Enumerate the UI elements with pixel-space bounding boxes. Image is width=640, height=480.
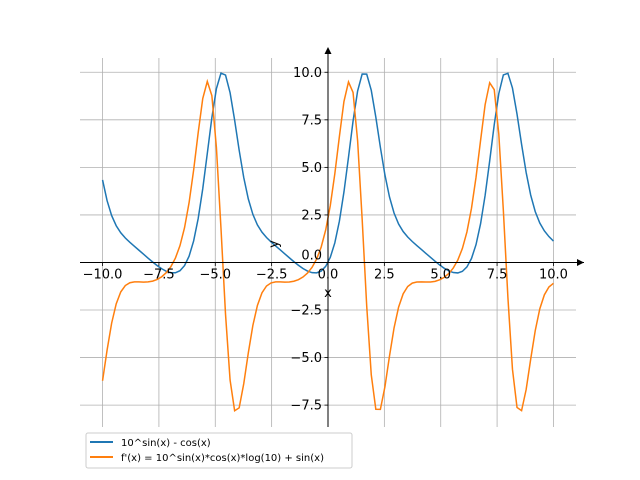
legend-box bbox=[85, 432, 353, 469]
x-tick-label: −10.0 bbox=[83, 267, 123, 282]
x-axis-arrow-icon bbox=[577, 258, 584, 266]
y-tick-label: 2.5 bbox=[301, 208, 322, 223]
y-axis-label: y bbox=[267, 240, 282, 248]
y-tick-label: 7.5 bbox=[301, 113, 322, 128]
x-tick-label: −5.0 bbox=[199, 267, 231, 282]
axes bbox=[80, 47, 584, 427]
y-tick-label: −5.0 bbox=[290, 351, 322, 366]
x-tick-label: 10.0 bbox=[539, 267, 568, 282]
x-tick-label: 5.0 bbox=[430, 267, 451, 282]
y-tick-label: 0.0 bbox=[301, 248, 322, 263]
legend-label-1: f'(x) = 10^sin(x)*cos(x)*log(10) + sin(x… bbox=[121, 453, 324, 464]
legend: 10^sin(x) - cos(x) f'(x) = 10^sin(x)*cos… bbox=[85, 432, 353, 469]
y-tick-label: −7.5 bbox=[290, 399, 322, 414]
x-tick-label: −7.5 bbox=[143, 267, 175, 282]
y-tick-label: −2.5 bbox=[290, 304, 322, 319]
x-axis-label: x bbox=[324, 286, 332, 301]
x-tick-label: 0.0 bbox=[318, 267, 339, 282]
y-tick-label: 10.0 bbox=[293, 66, 322, 81]
x-tick-label: 7.5 bbox=[487, 267, 508, 282]
x-tick-label: 2.5 bbox=[374, 267, 395, 282]
x-tick-label: −2.5 bbox=[256, 267, 288, 282]
legend-label-0: 10^sin(x) - cos(x) bbox=[121, 438, 211, 449]
tick-labels: −10.0 −7.5 −5.0 −2.5 0.0 2.5 5.0 7.5 10.0 −7.5 −5.… bbox=[83, 66, 568, 414]
y-axis-arrow-icon bbox=[324, 47, 332, 54]
y-tick-label: 5.0 bbox=[301, 161, 322, 176]
